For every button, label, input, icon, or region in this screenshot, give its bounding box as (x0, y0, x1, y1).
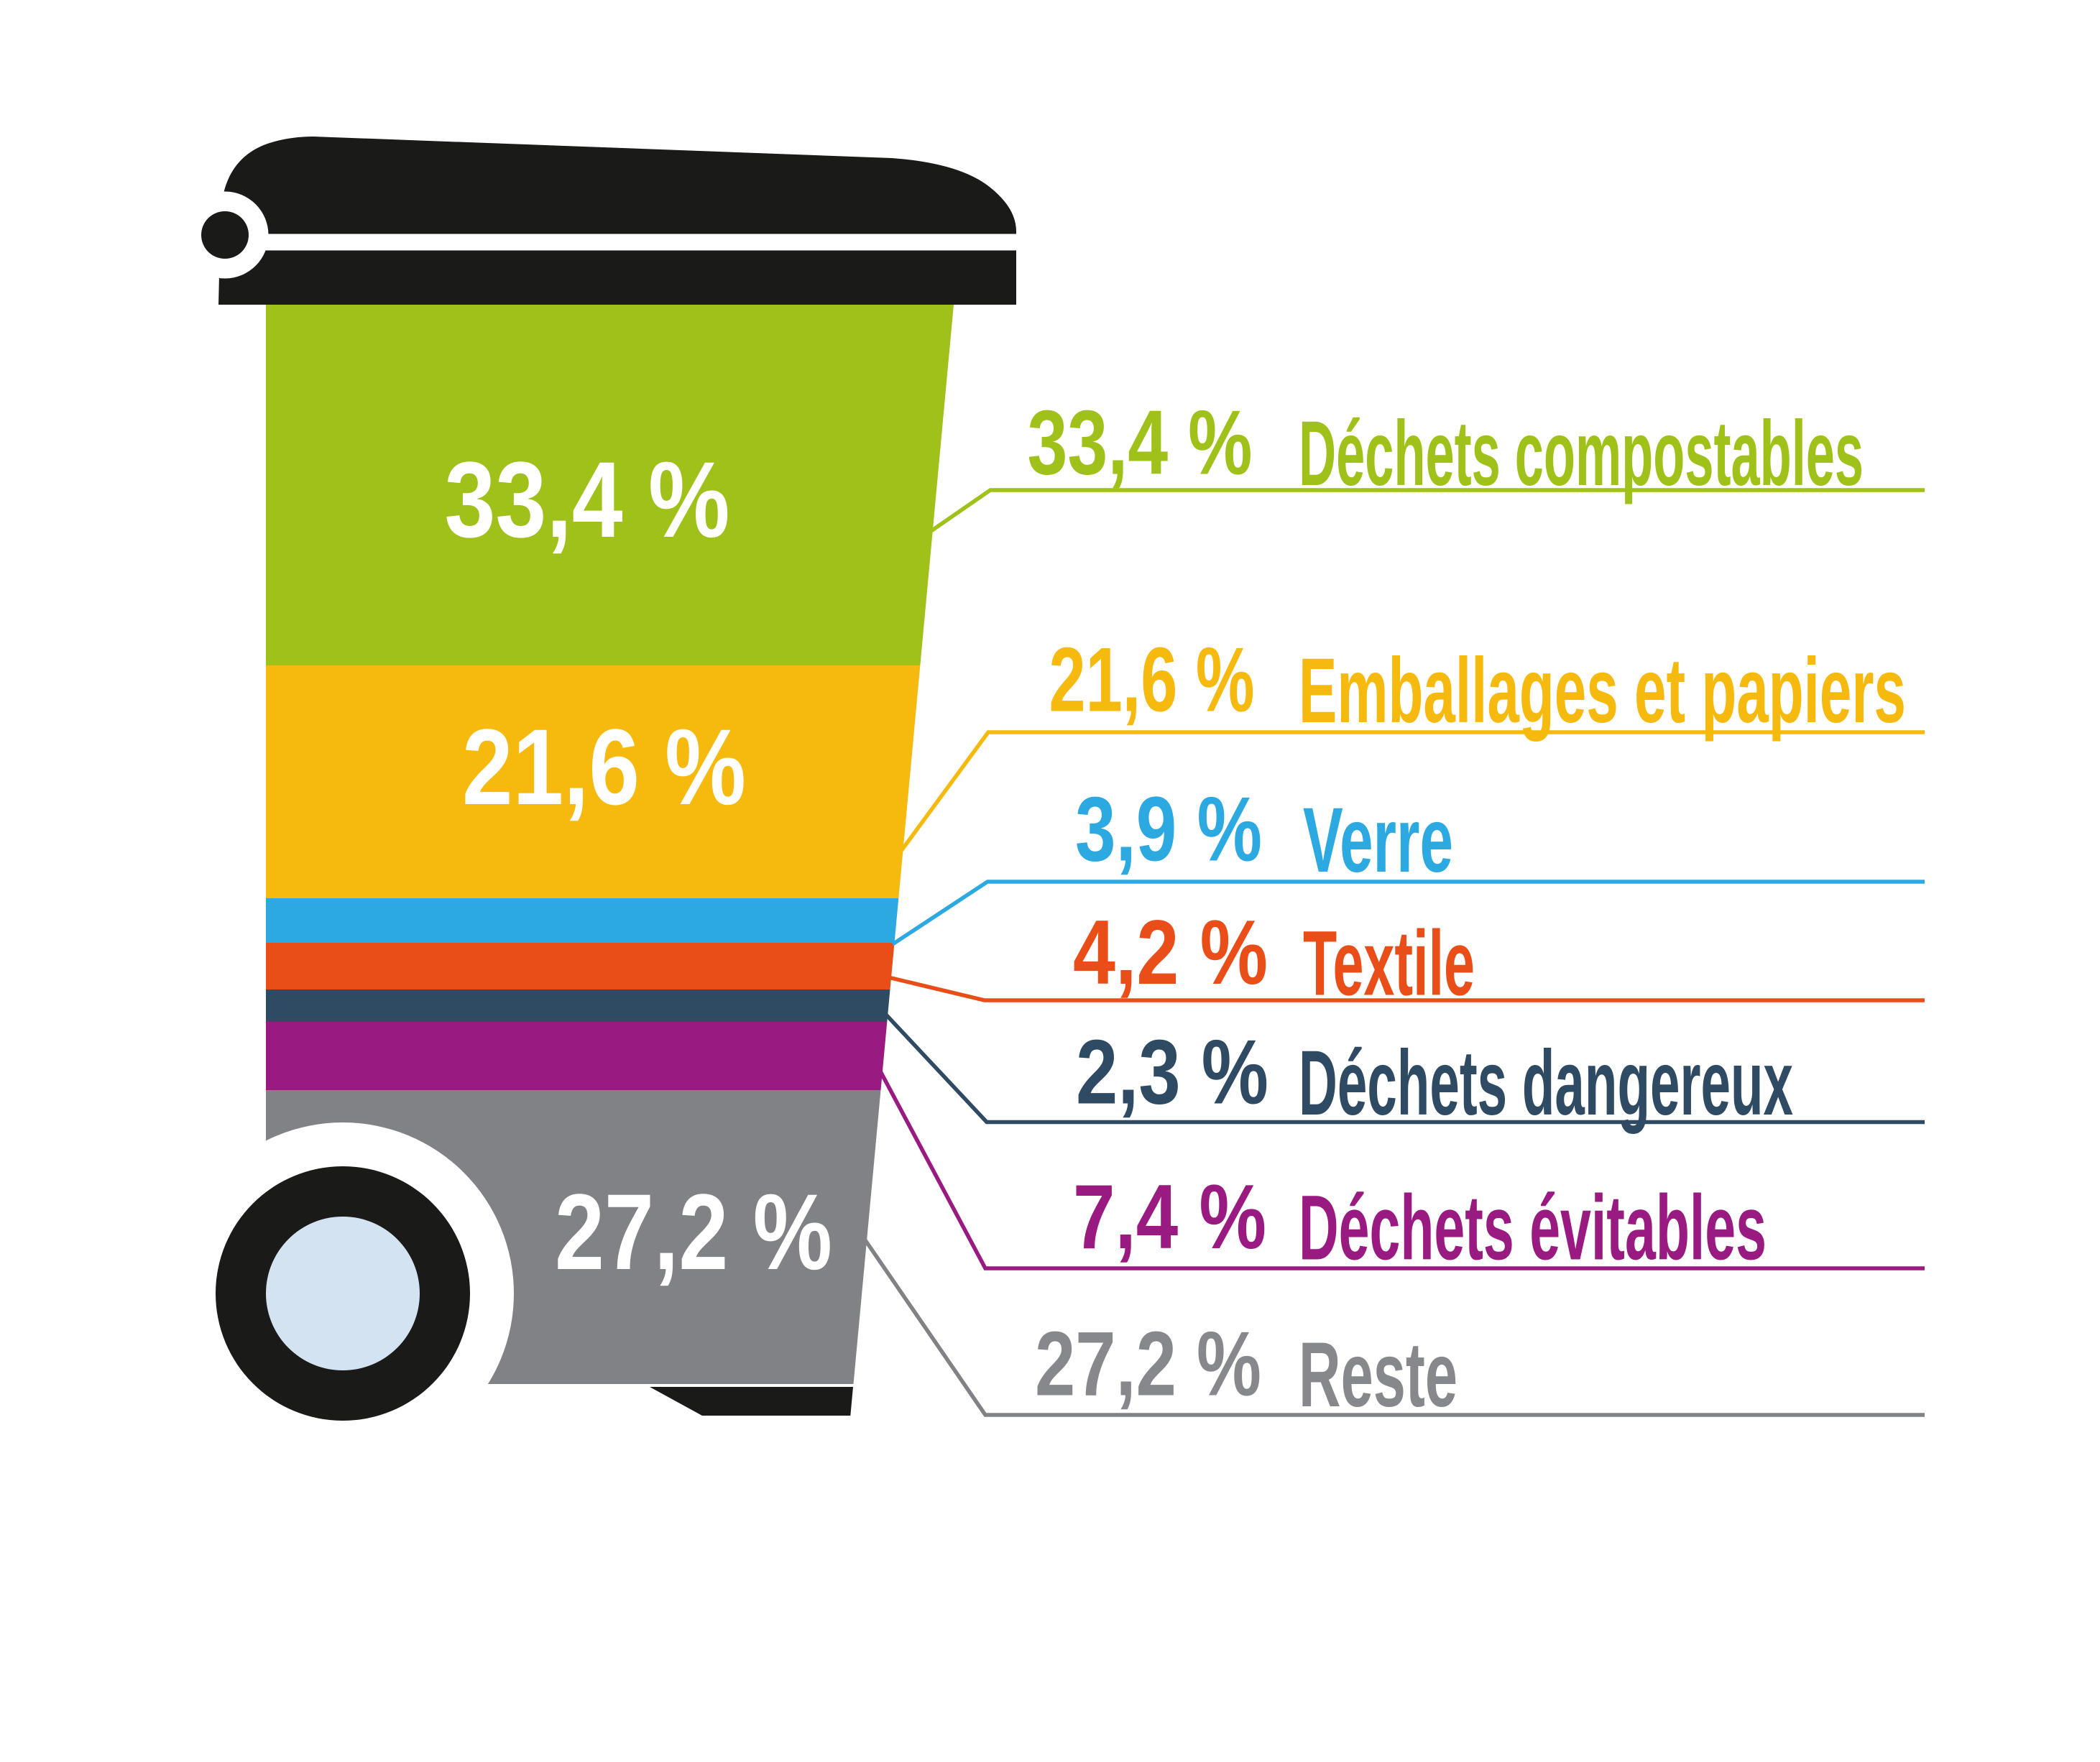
svg-text:2,3 %: 2,3 % (1076, 1021, 1268, 1123)
svg-text:Déchets compostables: Déchets compostables (1299, 402, 1864, 505)
svg-text:7,4 %: 7,4 % (1073, 1166, 1266, 1268)
svg-text:Déchets évitables: Déchets évitables (1299, 1177, 1767, 1280)
svg-text:21,6 %: 21,6 % (1049, 629, 1255, 731)
svg-text:4,2 %: 4,2 % (1073, 901, 1268, 1003)
svg-text:27,2 %: 27,2 % (1035, 1313, 1261, 1415)
svg-text:Emballages et papiers: Emballages et papiers (1299, 640, 1906, 742)
svg-text:27,2 %: 27,2 % (555, 1171, 832, 1292)
svg-text:Reste: Reste (1299, 1324, 1457, 1426)
svg-text:33,4 %: 33,4 % (445, 439, 730, 560)
svg-text:21,6 %: 21,6 % (462, 706, 746, 827)
svg-text:Déchets dangereux: Déchets dangereux (1299, 1032, 1793, 1135)
svg-text:Verre: Verre (1303, 789, 1453, 892)
svg-text:3,9 %: 3,9 % (1075, 778, 1262, 880)
svg-text:33,4 %: 33,4 % (1028, 392, 1253, 494)
svg-text:Textile: Textile (1303, 913, 1475, 1015)
